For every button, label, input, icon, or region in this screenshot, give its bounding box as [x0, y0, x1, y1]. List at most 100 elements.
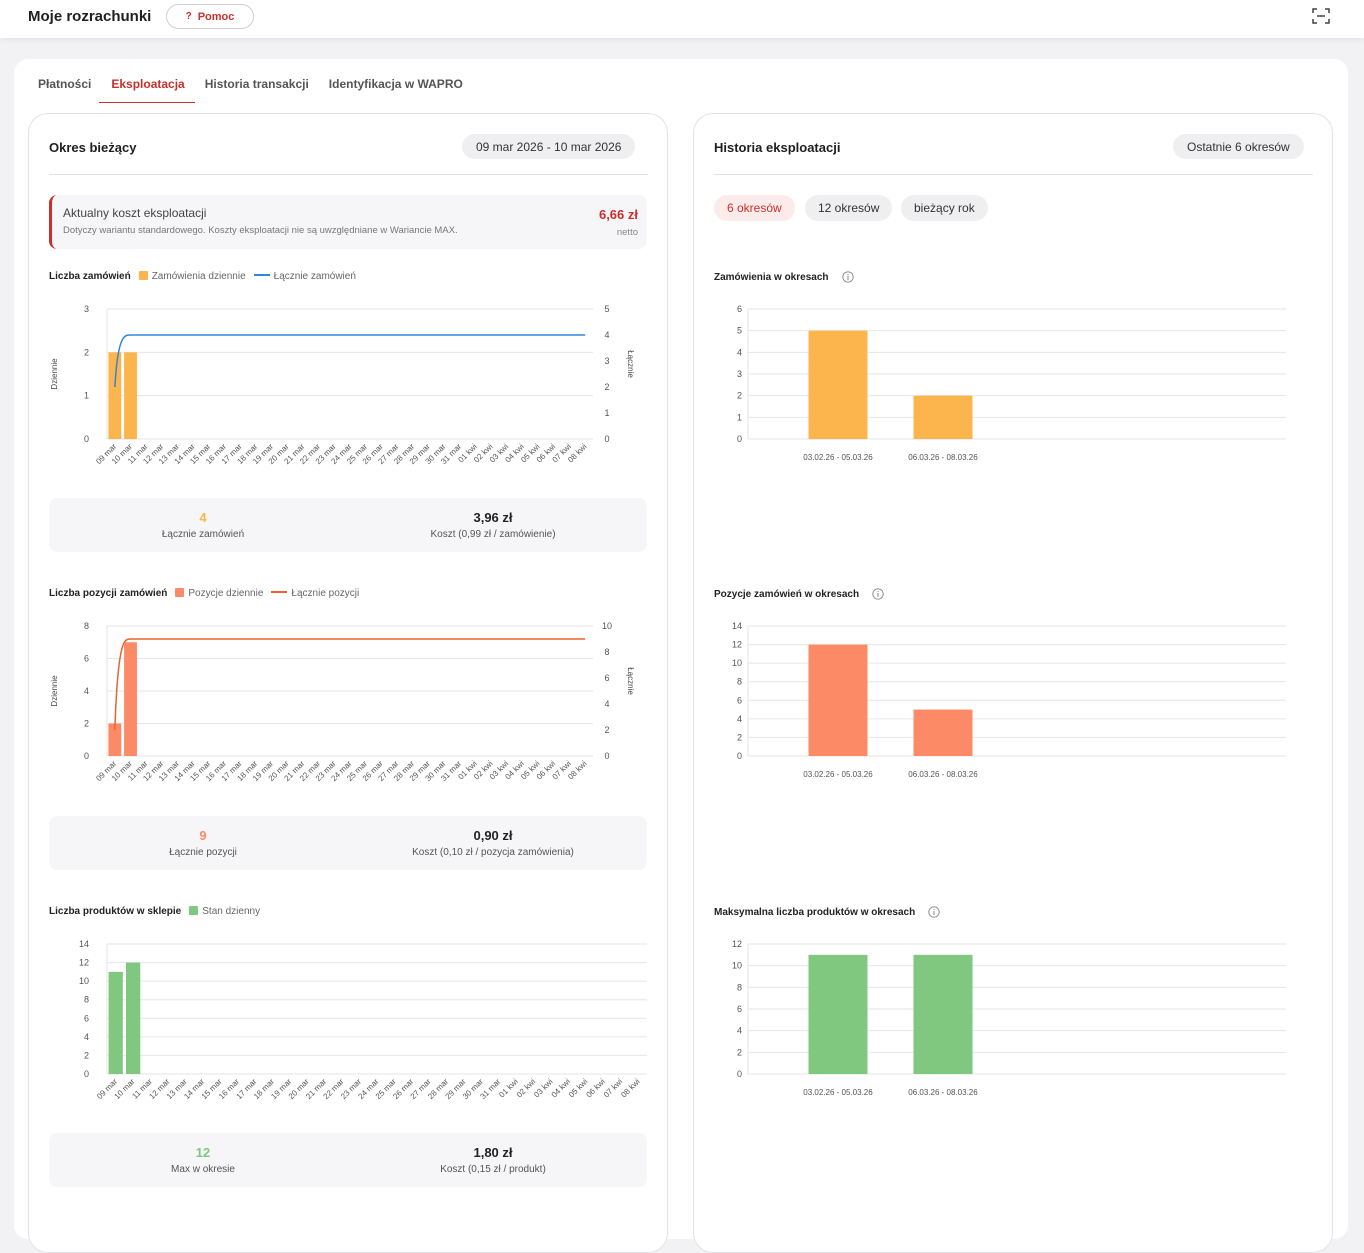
legend-item[interactable]: Pozycje dziennie [175, 588, 263, 599]
legend-swatch [271, 591, 288, 593]
legend-item[interactable]: Zamówienia dziennie [138, 271, 246, 282]
y-tick-label: 0 [737, 434, 742, 444]
info-icon[interactable] [928, 906, 940, 918]
legend-swatch [175, 588, 185, 597]
summary-value: 0,90 zł [473, 828, 513, 843]
cost-value: 6,66 zł [598, 207, 638, 222]
info-icon[interactable] [872, 588, 884, 600]
items-summary: 9 Łącznie pozycji 0,90 zł Koszt (0,10 zł /… [49, 816, 647, 870]
y-tick-label: 0 [84, 751, 89, 761]
y-tick-label: 12 [732, 939, 742, 949]
date-range-pill[interactable]: 09 mar 2026 - 10 mar 2026 [462, 134, 636, 159]
legend-item[interactable]: Łącznie pozycji [271, 588, 359, 599]
history-products-title: Maksymalna liczba produktów w okresach [714, 906, 916, 918]
help-button[interactable]: ? Pomoc [166, 4, 254, 29]
y-tick-label: 10 [79, 976, 89, 986]
summary-value: 4 [199, 510, 207, 525]
legend-item[interactable]: Stan dzienny [189, 906, 260, 917]
y-tick-label: 8 [737, 677, 742, 687]
chart-products-title: Liczba produktów w sklepie [49, 906, 182, 917]
legend-label: Łącznie zamówień [273, 271, 356, 282]
history-products-head: Maksymalna liczba produktów w okresach [714, 906, 940, 918]
y-tick-label: 2 [737, 732, 742, 742]
y2-axis-label: Łącznie [626, 350, 635, 378]
y-tick-label: 2 [84, 347, 89, 357]
bar [108, 723, 122, 756]
y2-tick-label: 2 [604, 382, 609, 392]
y2-tick-label: 0 [604, 434, 609, 444]
y-tick-label: 10 [732, 961, 742, 971]
y-tick-label: 6 [84, 654, 89, 664]
y2-tick-label: 4 [604, 330, 609, 340]
history-items-chart: 0 2 4 6 8 10 12 14 03.02.26 - 05.03.26 06.03.26 -… [732, 621, 1286, 779]
y-tick-label: 4 [737, 714, 742, 724]
history-orders-head: Zamówienia w okresach [714, 271, 854, 283]
history-range-pill[interactable]: Ostatnie 6 okresów [1173, 134, 1304, 159]
y-tick-label: 4 [84, 686, 89, 696]
y-tick-label: 1 [737, 412, 742, 422]
history-orders-title: Zamówienia w okresach [714, 271, 829, 283]
bar [808, 330, 868, 439]
series-line [114, 334, 586, 388]
y-tick-label: 5 [737, 326, 742, 336]
legend-label: Stan dzienny [202, 906, 261, 917]
tab-platnosci[interactable]: Płatności [38, 77, 92, 91]
legend-label: Pozycje dziennie [188, 588, 264, 599]
tab-historia-transakcji[interactable]: Historia transakcji [204, 77, 309, 91]
summary-label: Koszt (0,10 zł / pozycja zamówienia) [412, 847, 574, 858]
x-tick-label: 03.02.26 - 05.03.26 [803, 770, 873, 779]
y-tick-label: 2 [84, 719, 89, 729]
current-period-title: Okres bieżący [49, 140, 137, 155]
cost-box: Aktualny koszt eksploatacji Dotyczy wari… [49, 195, 647, 249]
summary-value: 1,80 zł [473, 1145, 513, 1160]
summary-value: 12 [195, 1145, 211, 1160]
y-tick-label: 10 [732, 658, 742, 668]
x-tick-label: 03.02.26 - 05.03.26 [803, 1088, 873, 1097]
y-tick-label: 8 [737, 982, 742, 992]
summary-value: 9 [199, 828, 207, 843]
orders-summary: 4 Łącznie zamówień 3,96 zł Koszt (0,99 zł … [49, 498, 647, 552]
fullscreen-icon[interactable] [1312, 8, 1330, 24]
y-tick-label: 12 [732, 640, 742, 650]
bar [125, 962, 141, 1074]
cost-note: Dotyczy wariantu standardowego. Koszty e… [63, 225, 458, 236]
bar [808, 954, 868, 1074]
help-label: Pomoc [197, 10, 235, 23]
chart-orders-title: Liczba zamówień [49, 271, 131, 282]
segment-current-year[interactable]: bieżący rok [901, 195, 988, 221]
segment-6-periods[interactable]: 6 okresów [714, 195, 795, 221]
divider [49, 174, 648, 175]
y-tick-label: 12 [79, 958, 89, 968]
info-icon[interactable] [841, 271, 854, 283]
y-tick-label: 1 [84, 391, 89, 401]
y-tick-label: 4 [84, 1032, 89, 1042]
y2-tick-label: 6 [604, 673, 609, 683]
chart-items-legend: Liczba pozycji zamówień Pozycje dziennie… [49, 588, 359, 599]
y-tick-label: 0 [737, 751, 742, 761]
history-title: Historia eksploatacji [714, 140, 841, 155]
segment-12-periods[interactable]: 12 okresów [805, 195, 893, 221]
current-period-panel: Okres bieżący 09 mar 2026 - 10 mar 2026 … [28, 113, 668, 1253]
legend-swatch [138, 271, 148, 280]
y-tick-label: 0 [84, 434, 89, 444]
bar [124, 642, 137, 756]
legend-swatch [253, 274, 270, 276]
legend-item[interactable]: Łącznie zamówień [253, 271, 356, 282]
y2-tick-label: 8 [604, 647, 609, 657]
y2-tick-label: 3 [604, 356, 609, 366]
tab-identyfikacja[interactable]: Identyfikacja w WAPRO [328, 77, 463, 91]
y-tick-label: 4 [737, 347, 742, 357]
bar [913, 954, 973, 1074]
bar [108, 352, 122, 439]
history-products-chart: 0 2 4 6 8 10 12 03.02.26 - 05.03.26 06.03.26 - 0… [732, 939, 1286, 1097]
legend-label: Zamówienia dziennie [151, 271, 246, 282]
cost-title: Aktualny koszt eksploatacji [63, 206, 207, 220]
y-tick-label: 8 [84, 995, 89, 1005]
y-tick-label: 14 [79, 939, 89, 949]
tab-eksploatacja[interactable]: Eksploatacja [99, 75, 195, 103]
y-tick-label: 2 [737, 1047, 742, 1057]
history-orders-chart: 0 1 2 3 4 5 6 03.02.26 - 05.03.26 06.03.26 - 08.… [737, 304, 1286, 462]
x-tick-label: 31 mar [478, 1077, 502, 1101]
